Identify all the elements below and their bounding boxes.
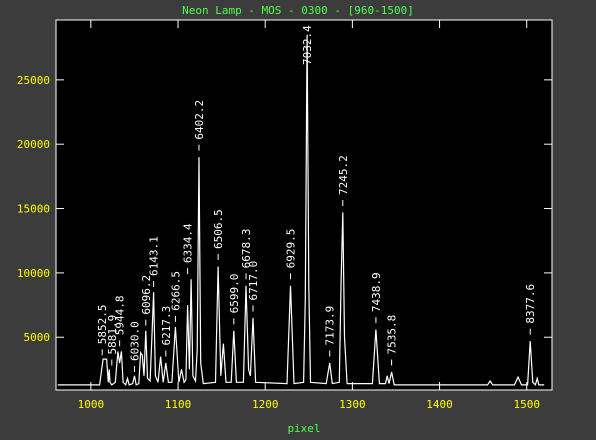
- annotation-label: 6030.0: [128, 321, 141, 361]
- plot-area: [56, 20, 552, 390]
- annotation-label: 6217.3: [160, 306, 173, 346]
- x-tick-label: 1500: [513, 398, 540, 411]
- annotation-label: 7438.9: [370, 272, 383, 312]
- y-tick-label: 20000: [17, 138, 50, 151]
- annotation-label: 6402.2: [193, 100, 206, 140]
- y-tick-label: 10000: [17, 267, 50, 280]
- x-tick-label: 1200: [252, 398, 279, 411]
- x-tick-label: 1300: [339, 398, 366, 411]
- y-tick-label: 25000: [17, 74, 50, 87]
- spectrum-line: [57, 34, 545, 387]
- x-tick-label: 1000: [78, 398, 105, 411]
- annotation-label: 6334.4: [182, 223, 195, 263]
- annotation-label: 6717.0: [247, 261, 260, 301]
- axis-frame: [55, 19, 553, 391]
- annotation-label: 7173.9: [324, 306, 337, 346]
- annotation-label: 7245.2: [337, 155, 350, 195]
- annotation-label: 7032.4: [301, 25, 314, 65]
- annotation-label: 6506.5: [212, 209, 225, 249]
- chart-title: Neon Lamp - MOS - 0300 - [960-1500]: [182, 4, 414, 17]
- annotation-label: 5881.9: [106, 315, 119, 355]
- y-tick-label: 15000: [17, 203, 50, 216]
- annotation-label: 7535.8: [386, 315, 399, 355]
- annotation-label: 8377.6: [524, 284, 537, 324]
- annotation-label: 6143.1: [148, 236, 161, 276]
- annotation-label: 6678.3: [240, 229, 253, 269]
- annotation-label: 6929.5: [284, 229, 297, 269]
- annotation-label: 5852.5: [96, 305, 109, 345]
- annotation-label: 6599.0: [228, 274, 241, 314]
- annotation-label: 6096.2: [140, 275, 153, 315]
- annotation-label: 6266.5: [169, 271, 182, 311]
- x-axis-label: pixel: [287, 422, 320, 435]
- x-tick-label: 1400: [426, 398, 453, 411]
- y-tick-label: 5000: [24, 331, 51, 344]
- x-tick-label: 1100: [165, 398, 192, 411]
- annotation-label: 5944.8: [114, 295, 127, 335]
